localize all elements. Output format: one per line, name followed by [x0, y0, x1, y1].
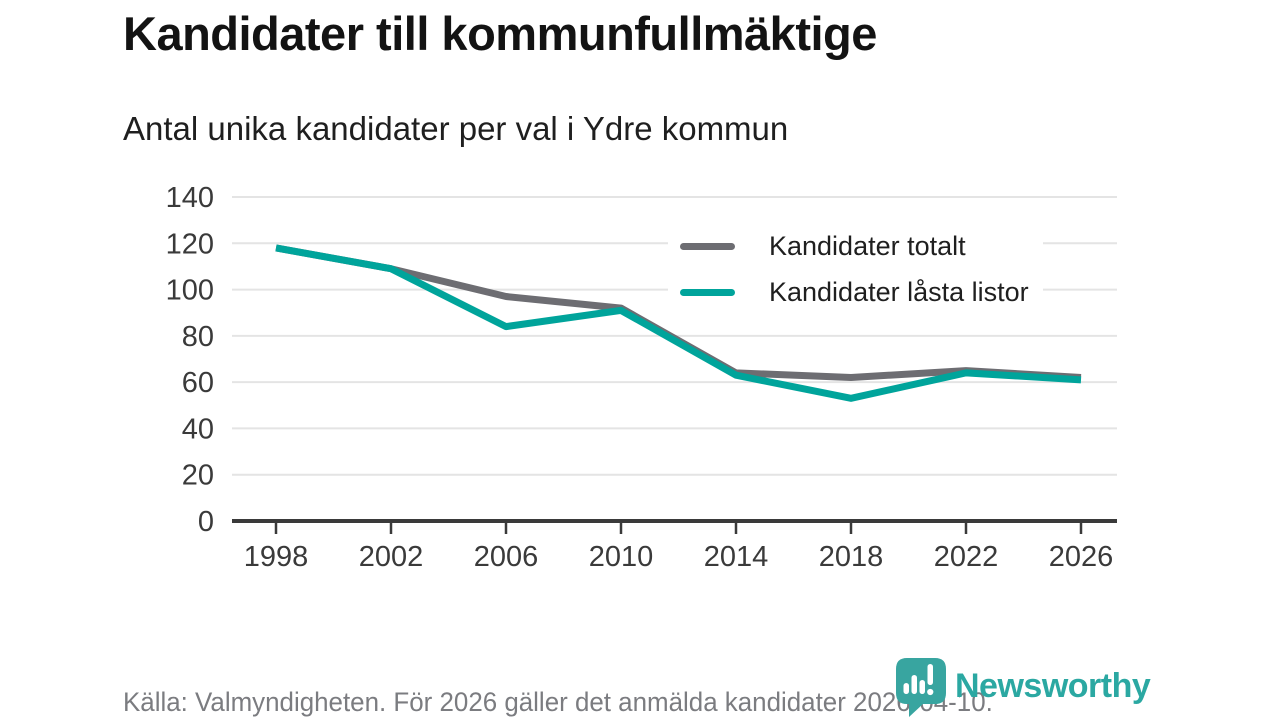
newsworthy-bubble-chart-icon [896, 658, 946, 717]
newsworthy-logo-text: Newsworthy [955, 667, 1151, 705]
x-tick-label: 2006 [474, 541, 539, 573]
y-tick-label: 100 [166, 275, 214, 307]
series-line-1 [275, 244, 1082, 402]
legend-item-total: Kandidater totalt [680, 223, 1029, 269]
x-tick-label: 2010 [589, 541, 654, 573]
x-tick-label: 2002 [359, 541, 424, 573]
y-tick-label: 80 [182, 321, 214, 353]
legend-label-locked-lists: Kandidater låsta listor [769, 276, 1029, 307]
x-tick-label: 2026 [1049, 541, 1114, 573]
legend-line-swatch-total [680, 242, 735, 250]
y-tick-label: 40 [182, 413, 214, 445]
y-tick-label: 120 [166, 228, 214, 260]
source-note: Källa: Valmyndigheten. För 2026 gäller d… [123, 687, 993, 717]
page-title: Kandidater till kommunfullmäktige [123, 7, 877, 60]
x-tick-label: 2022 [934, 541, 999, 573]
legend-item-locked-lists: Kandidater låsta listor [680, 269, 1029, 315]
y-tick-label: 140 [166, 182, 214, 214]
chart-subtitle: Antal unika kandidater per val i Ydre ko… [123, 110, 789, 147]
chart-legend: Kandidater totalt Kandidater låsta listo… [668, 219, 1043, 321]
legend-label-total: Kandidater totalt [769, 230, 966, 261]
legend-line-swatch-locked-lists [680, 288, 735, 296]
y-tick-label: 20 [182, 460, 214, 492]
y-tick-label: 60 [182, 367, 214, 399]
x-tick-label: 1998 [244, 541, 309, 573]
newsworthy-logo: Newsworthy [895, 657, 1151, 717]
x-tick-label: 2014 [704, 541, 769, 573]
y-tick-label: 0 [198, 506, 214, 538]
x-tick-label: 2018 [819, 541, 884, 573]
